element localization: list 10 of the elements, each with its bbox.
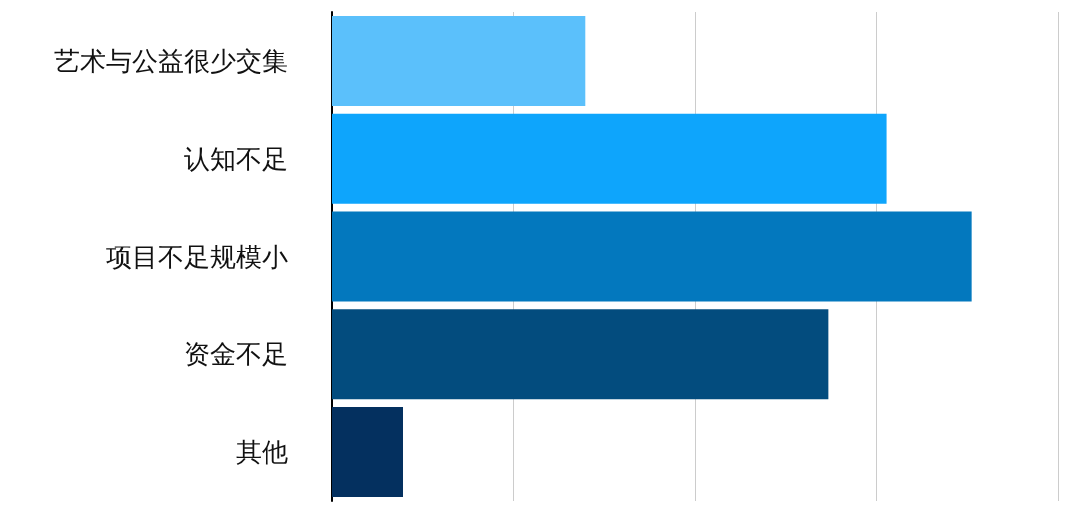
y-tick-label: 其他 <box>236 437 288 468</box>
y-tick-label: 艺术与公益很少交集 <box>54 45 288 76</box>
bar <box>332 113 887 204</box>
y-tick-label: 资金不足 <box>184 339 288 370</box>
bar <box>332 211 972 302</box>
y-tick-label: 认知不足 <box>184 143 288 174</box>
bar <box>332 407 403 498</box>
y-tick-label: 项目不足规模小 <box>106 241 288 272</box>
bar <box>332 15 586 106</box>
bar <box>332 309 829 400</box>
